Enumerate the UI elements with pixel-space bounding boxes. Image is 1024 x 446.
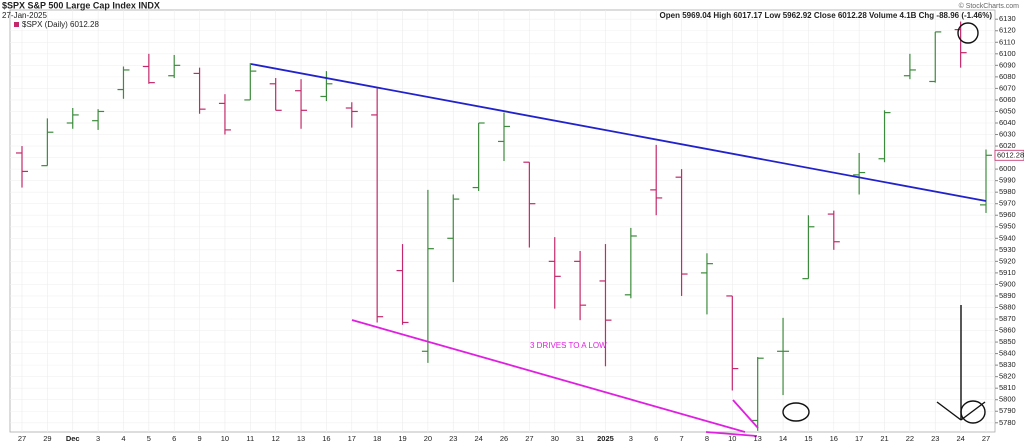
arrow bbox=[936, 401, 962, 421]
last-price-box bbox=[994, 149, 1024, 161]
x-tick-label: Dec bbox=[66, 434, 80, 443]
x-tick-label: 2025 bbox=[597, 434, 614, 443]
y-tick-label: 5950 bbox=[999, 222, 1016, 231]
x-tick-label: 26 bbox=[500, 434, 508, 443]
x-tick-label: 23 bbox=[449, 434, 457, 443]
x-tick-label: 10 bbox=[728, 434, 736, 443]
x-tick-label: 4 bbox=[121, 434, 125, 443]
y-tick-label: 6120 bbox=[999, 26, 1016, 35]
x-tick-label: 8 bbox=[705, 434, 709, 443]
x-tick-label: 15 bbox=[804, 434, 812, 443]
x-tick-label: 24 bbox=[956, 434, 964, 443]
x-tick-label: 13 bbox=[754, 434, 762, 443]
bars bbox=[16, 21, 992, 431]
x-tick-label: 17 bbox=[348, 434, 356, 443]
x-tick-label: 19 bbox=[398, 434, 406, 443]
y-tick-label: 5910 bbox=[999, 268, 1016, 277]
y-tick-label: 5960 bbox=[999, 210, 1016, 219]
x-tick-label: 17 bbox=[855, 434, 863, 443]
y-tick-label: 6070 bbox=[999, 83, 1016, 92]
x-tick-label: 27 bbox=[525, 434, 533, 443]
y-tick-label: 5940 bbox=[999, 233, 1016, 242]
y-tick-label: 5920 bbox=[999, 256, 1016, 265]
x-tick-label: 14 bbox=[779, 434, 787, 443]
x-tick-label: 12 bbox=[272, 434, 280, 443]
arrow bbox=[960, 401, 986, 421]
x-tick-label: 16 bbox=[322, 434, 330, 443]
x-tick-label: 31 bbox=[576, 434, 584, 443]
y-tick-label: 5890 bbox=[999, 291, 1016, 300]
y-tick-label: 5820 bbox=[999, 372, 1016, 381]
y-tick-label: 5970 bbox=[999, 199, 1016, 208]
x-tick-label: 30 bbox=[551, 434, 559, 443]
x-tick-label: 24 bbox=[474, 434, 482, 443]
x-tick-label: 13 bbox=[297, 434, 305, 443]
y-tick-label: 6050 bbox=[999, 106, 1016, 115]
x-tick-label: 3 bbox=[96, 434, 100, 443]
circle bbox=[957, 22, 979, 44]
x-tick-label: 9 bbox=[197, 434, 201, 443]
y-tick-label: 6100 bbox=[999, 49, 1016, 58]
x-tick-label: 29 bbox=[43, 434, 51, 443]
x-tick-label: 6 bbox=[654, 434, 658, 443]
y-tick-label: 5880 bbox=[999, 302, 1016, 311]
y-tick-label: 5830 bbox=[999, 360, 1016, 369]
y-tick-label: 5930 bbox=[999, 245, 1016, 254]
y-tick-label: 5990 bbox=[999, 176, 1016, 185]
plot-frame bbox=[9, 9, 996, 433]
y-tick-label: 5800 bbox=[999, 395, 1016, 404]
y-tick-label: 5850 bbox=[999, 337, 1016, 346]
y-tick-label: 6040 bbox=[999, 118, 1016, 127]
y-tick-label: 6020 bbox=[999, 141, 1016, 150]
annotation: 3 DRIVES TO A LOW bbox=[530, 341, 607, 350]
y-tick-label: 6110 bbox=[999, 37, 1015, 46]
y-tick-label: 5780 bbox=[999, 418, 1016, 427]
y-tick-label: 5790 bbox=[999, 406, 1016, 415]
y-tick-label: 5860 bbox=[999, 326, 1016, 335]
x-tick-label: 22 bbox=[906, 434, 914, 443]
y-tick-label: 6060 bbox=[999, 95, 1016, 104]
y-tick-label: 5870 bbox=[999, 314, 1016, 323]
quote: Open 5969.04 High 6017.17 Low 5962.92 Cl… bbox=[660, 11, 993, 20]
legend: $SPX (Daily) 6012.28 bbox=[22, 20, 99, 29]
y-tick-label: 6000 bbox=[999, 164, 1016, 173]
y-tick-label: 6080 bbox=[999, 72, 1016, 81]
legend-swatch bbox=[14, 22, 19, 27]
last-price-label: 6012.28 bbox=[997, 150, 1024, 159]
x-tick-label: 3 bbox=[629, 434, 633, 443]
x-tick-label: 20 bbox=[424, 434, 432, 443]
credit: © StockCharts.com bbox=[959, 2, 1020, 10]
y-tick-label: 5810 bbox=[999, 383, 1016, 392]
x-tick-label: 5 bbox=[147, 434, 151, 443]
trend-line bbox=[250, 63, 987, 202]
x-tick-label: 7 bbox=[679, 434, 683, 443]
circle bbox=[782, 402, 810, 422]
x-tick-label: 11 bbox=[246, 434, 254, 443]
x-tick-label: 27 bbox=[18, 434, 26, 443]
y-tick-label: 6130 bbox=[999, 14, 1016, 23]
x-tick-label: 23 bbox=[931, 434, 939, 443]
x-tick-label: 18 bbox=[373, 434, 381, 443]
y-tick-label: 6090 bbox=[999, 60, 1016, 69]
y-tick-label: 5980 bbox=[999, 187, 1016, 196]
y-tick-label: 5840 bbox=[999, 349, 1016, 358]
drive-line bbox=[705, 431, 758, 437]
x-tick-label: 6 bbox=[172, 434, 176, 443]
drive-line bbox=[351, 319, 746, 433]
y-tick-label: 6030 bbox=[999, 130, 1016, 139]
x-tick-label: 10 bbox=[221, 434, 229, 443]
x-tick-label: 27 bbox=[982, 434, 990, 443]
x-tick-label: 16 bbox=[830, 434, 838, 443]
date: 27-Jan-2025 bbox=[2, 11, 47, 20]
drive-line bbox=[732, 399, 759, 429]
y-tick-label: 5900 bbox=[999, 279, 1016, 288]
x-tick-label: 21 bbox=[880, 434, 888, 443]
chart-title: $SPX S&P 500 Large Cap Index INDX bbox=[2, 0, 160, 10]
